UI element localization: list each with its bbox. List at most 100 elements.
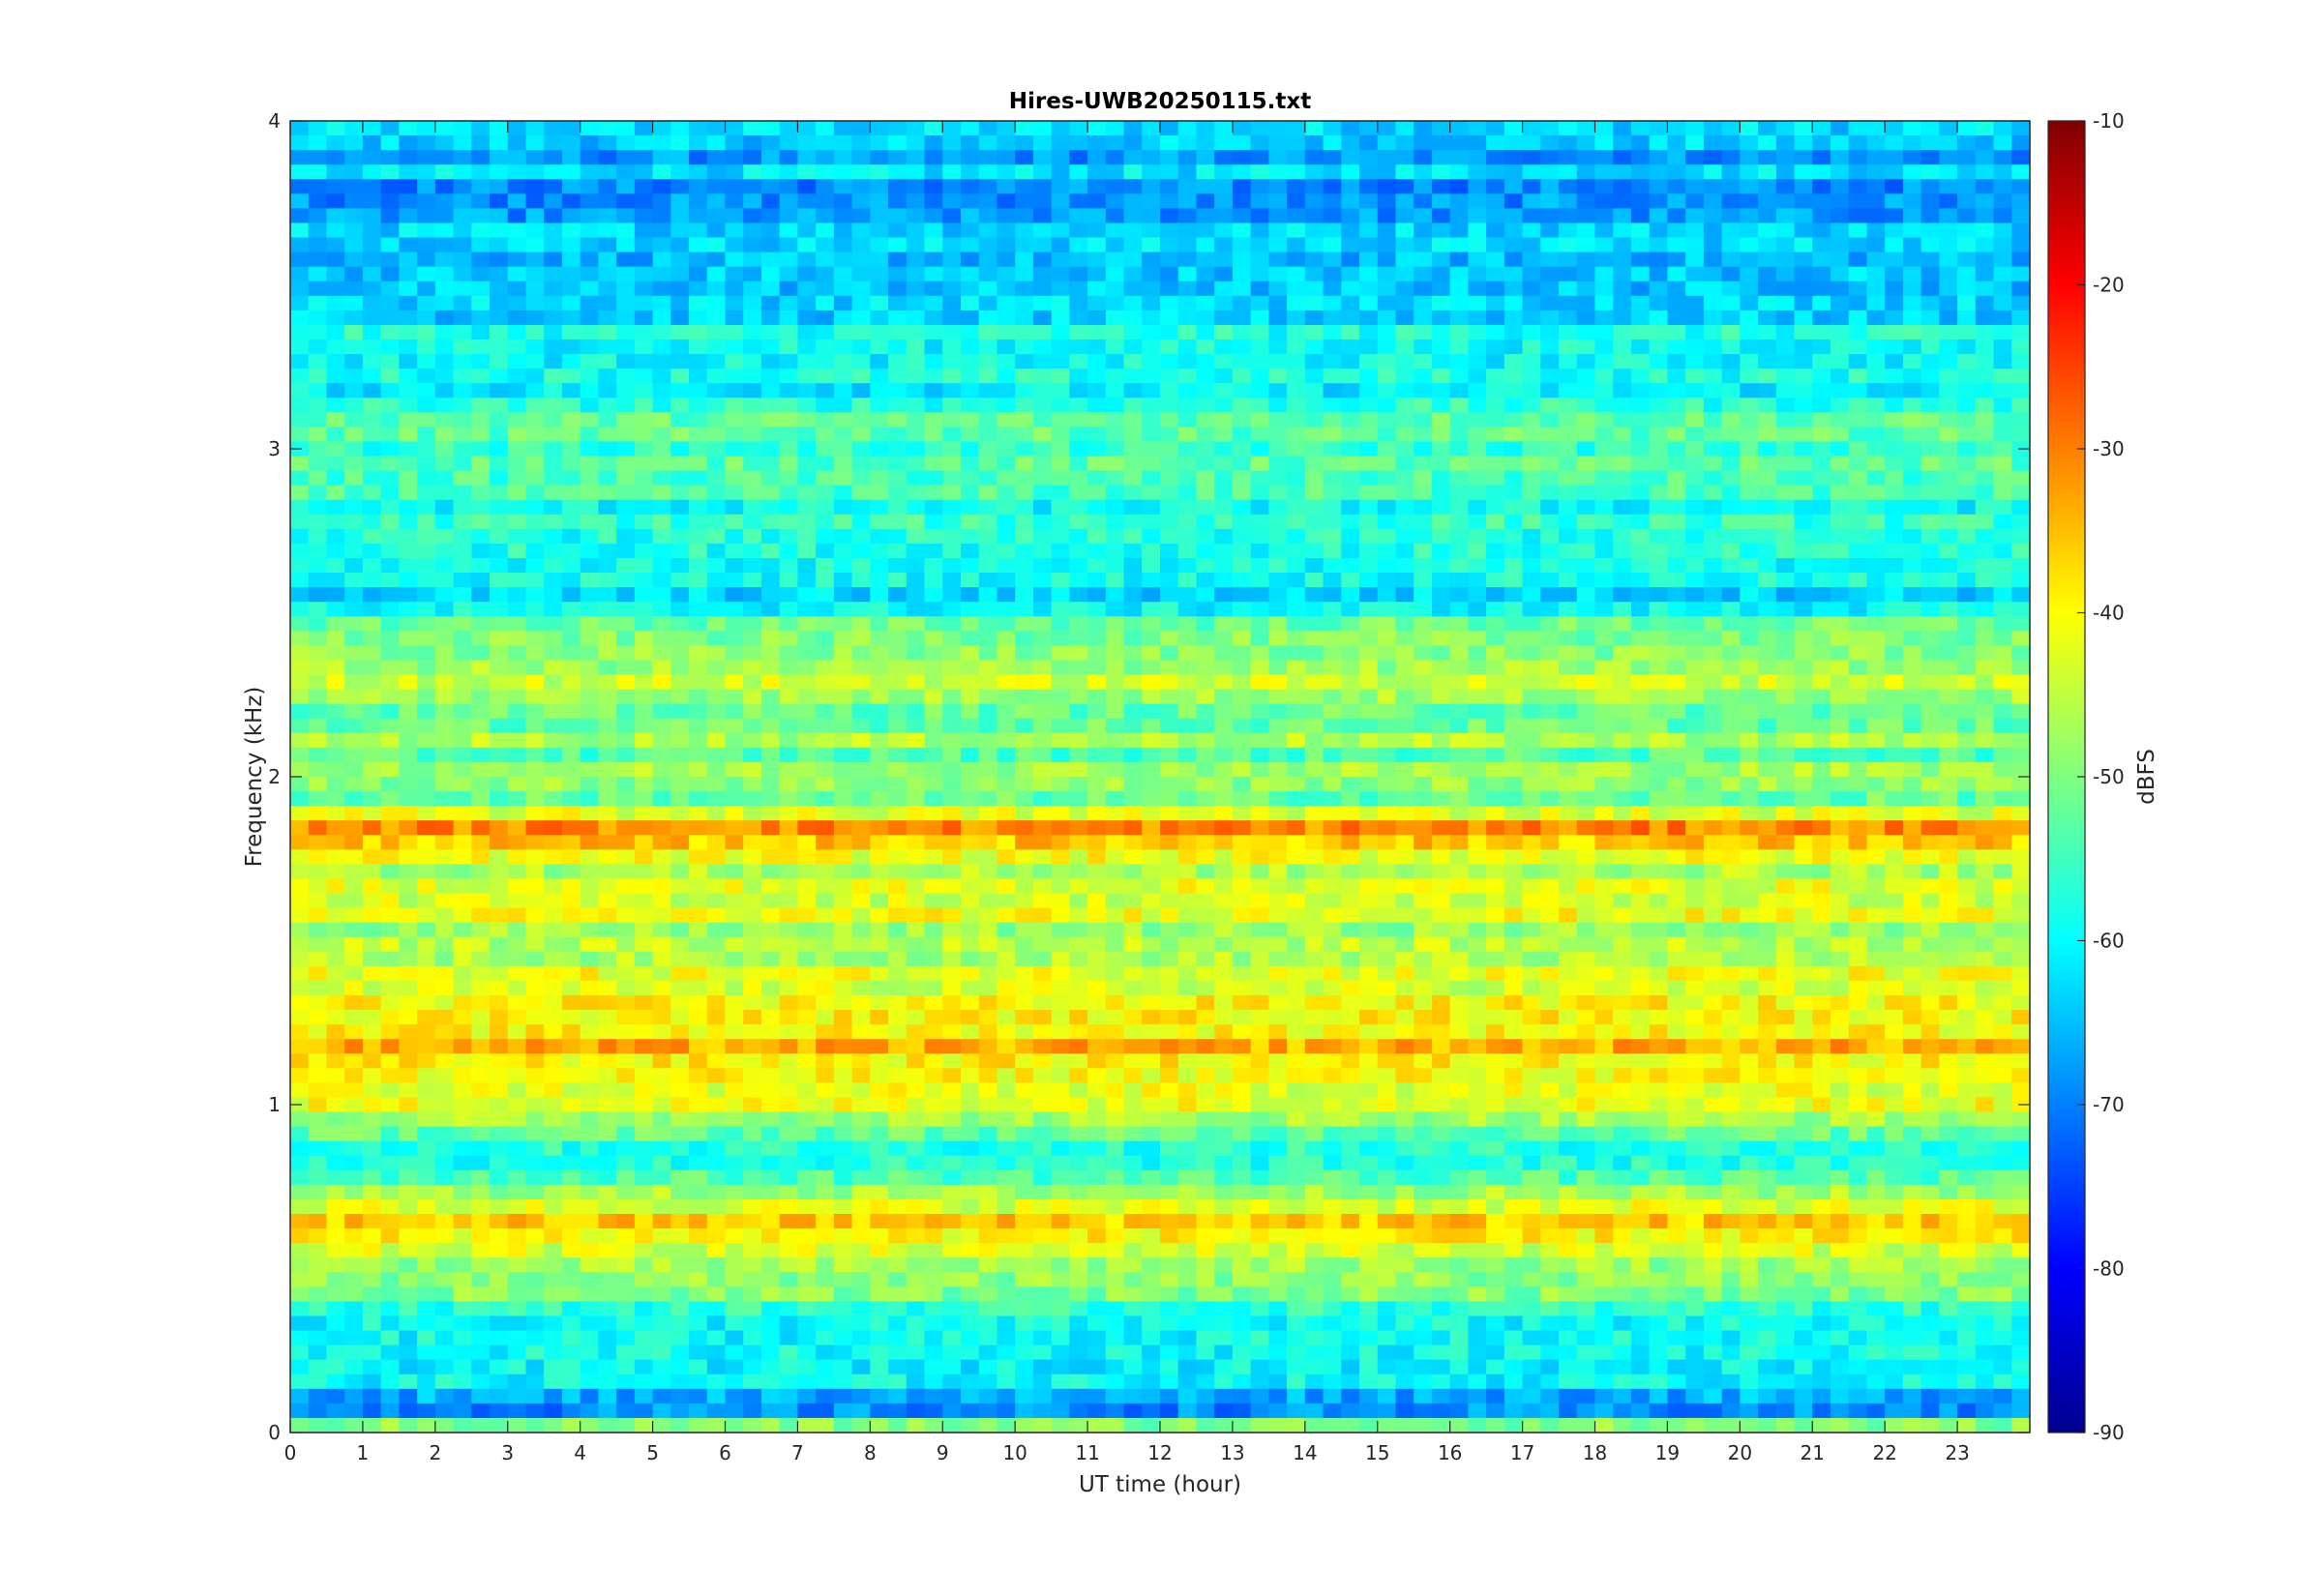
heatmap-cell — [471, 674, 491, 691]
heatmap-cell — [2011, 251, 2031, 268]
heatmap-cell — [326, 849, 345, 865]
heatmap-cell — [797, 427, 817, 443]
heatmap-cell — [797, 398, 817, 413]
heatmap-cell — [1377, 791, 1397, 807]
heatmap-cell — [1939, 718, 1958, 734]
heatmap-cell — [2011, 369, 2031, 384]
heatmap-cell — [1993, 369, 2012, 384]
heatmap-cell — [525, 747, 545, 763]
heatmap-cell — [1848, 470, 1868, 487]
heatmap-cell — [1015, 777, 1034, 792]
heatmap-cell — [1522, 179, 1541, 194]
heatmap-cell — [1957, 631, 1977, 646]
heatmap-cell — [1069, 383, 1088, 399]
heatmap-cell — [525, 791, 545, 807]
heatmap-cell — [1885, 645, 1904, 662]
heatmap-cell — [1559, 849, 1578, 865]
heatmap-cell — [1051, 456, 1070, 472]
heatmap-cell — [833, 732, 853, 749]
heatmap-cell — [1866, 193, 1886, 209]
heatmap-cell — [942, 427, 962, 443]
heatmap-cell — [1740, 340, 1759, 355]
heatmap-cell — [1740, 164, 1759, 180]
heatmap-cell — [344, 528, 364, 545]
heatmap-cell — [960, 281, 980, 297]
heatmap-cell — [362, 266, 382, 282]
heatmap-cell — [851, 573, 871, 588]
heatmap-cell — [1304, 150, 1325, 165]
heatmap-cell — [1993, 528, 2012, 545]
heatmap-cell — [1594, 528, 1614, 545]
heatmap-cell — [1196, 806, 1215, 821]
heatmap-cell — [616, 761, 636, 778]
heatmap-cell — [960, 456, 980, 472]
heatmap-cell — [380, 340, 400, 355]
heatmap-cell — [580, 573, 599, 588]
heatmap-cell — [1957, 324, 1977, 340]
heatmap-cell — [326, 222, 345, 239]
heatmap-cell — [1649, 587, 1669, 603]
heatmap-cell — [1885, 674, 1904, 691]
heatmap-cell — [1142, 791, 1161, 807]
heatmap-cell — [670, 660, 690, 676]
heatmap-cell — [652, 806, 671, 821]
heatmap-cell — [870, 485, 889, 501]
heatmap-cell — [1177, 222, 1198, 239]
heatmap-cell — [1105, 820, 1125, 836]
heatmap-cell — [942, 660, 962, 676]
heatmap-cell — [1866, 558, 1886, 574]
heatmap-cell — [1015, 340, 1034, 355]
heatmap-cell — [833, 135, 853, 151]
heatmap-cell — [1015, 427, 1034, 443]
heatmap-cell — [1287, 383, 1306, 399]
heatmap-cell — [1250, 179, 1269, 194]
heatmap-cell — [344, 631, 364, 646]
heatmap-cell — [760, 499, 781, 516]
heatmap-cell — [1359, 674, 1379, 691]
heatmap-cell — [779, 470, 799, 487]
heatmap-cell — [924, 354, 943, 369]
heatmap-cell — [978, 660, 998, 676]
heatmap-cell — [942, 208, 962, 224]
heatmap-cell — [598, 340, 617, 355]
heatmap-cell — [1957, 864, 1977, 880]
heatmap-cell — [1902, 398, 1922, 413]
heatmap-cell — [1287, 616, 1306, 632]
heatmap-cell — [1667, 179, 1686, 194]
heatmap-cell — [290, 674, 310, 691]
heatmap-cell — [1503, 674, 1524, 691]
heatmap-cell — [924, 849, 943, 865]
heatmap-cell — [1414, 369, 1433, 384]
heatmap-cell — [1431, 514, 1451, 530]
heatmap-cell — [1576, 587, 1596, 603]
heatmap-cell — [779, 412, 799, 428]
heatmap-cell — [1559, 135, 1578, 151]
heatmap-cell — [1613, 835, 1632, 850]
heatmap-cell — [1993, 150, 2012, 165]
heatmap-cell — [399, 470, 418, 487]
heatmap-cell — [544, 456, 563, 472]
heatmap-cell — [1323, 703, 1342, 720]
heatmap-cell — [1885, 324, 1904, 340]
heatmap-cell — [1721, 616, 1741, 632]
heatmap-cell — [434, 456, 455, 472]
heatmap-cell — [1268, 121, 1288, 136]
heatmap-cell — [725, 164, 744, 180]
heatmap-cell — [1250, 791, 1269, 807]
heatmap-cell — [507, 412, 527, 428]
heatmap-cell — [797, 835, 817, 850]
heatmap-cell — [326, 266, 345, 282]
heatmap-cell — [779, 295, 799, 311]
heatmap-cell — [706, 295, 727, 311]
heatmap-cell — [1630, 791, 1651, 807]
heatmap-cell — [1920, 295, 1940, 311]
heatmap-cell — [1540, 849, 1560, 865]
heatmap-cell — [434, 849, 455, 865]
heatmap-cell — [1667, 602, 1686, 617]
heatmap-cell — [308, 383, 328, 399]
heatmap-cell — [833, 295, 853, 311]
heatmap-cell — [598, 791, 617, 807]
heatmap-cell — [1196, 193, 1215, 209]
heatmap-cell — [1142, 383, 1161, 399]
heatmap-cell — [1630, 806, 1651, 821]
